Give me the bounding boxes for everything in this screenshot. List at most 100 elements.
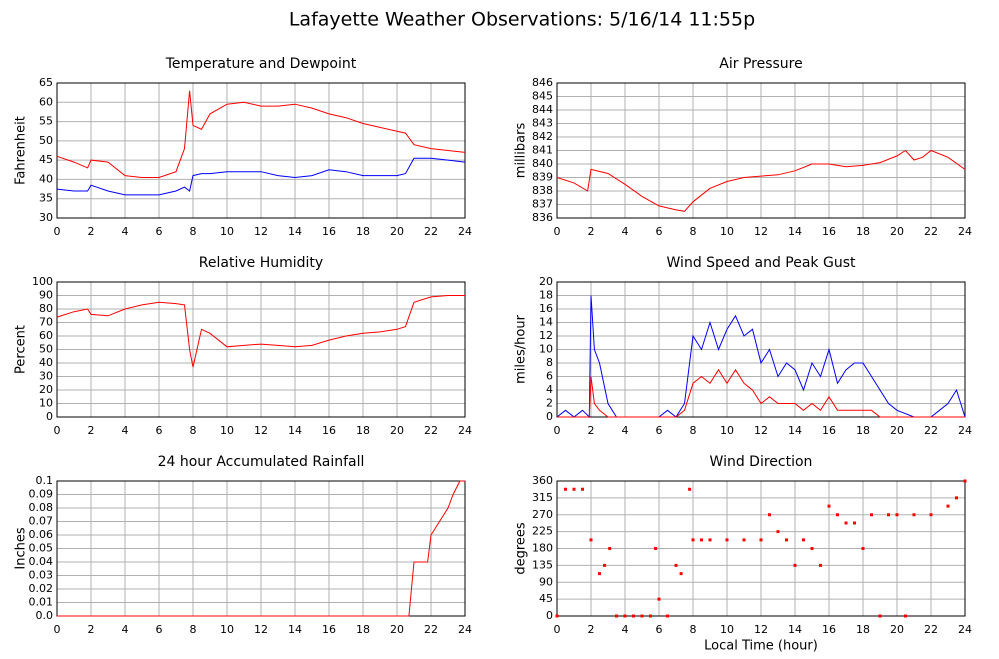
plot-frame [556,82,966,219]
x-tick-label: 16 [322,623,336,636]
y-tick-label: 0.06 [29,528,54,541]
x-tick-label: 8 [690,225,697,238]
x-tick-label: 22 [924,225,938,238]
y-tick-label: 0.09 [29,488,54,501]
data-line [56,295,465,368]
x-tick-label: 20 [890,623,904,636]
y-tick-label: 270 [532,508,553,521]
data-point [666,614,669,618]
x-tick-label: 2 [588,623,595,636]
data-point [912,513,916,517]
x-tick-label: 14 [788,424,802,437]
data-point [725,538,729,542]
x-tick-label: 20 [390,225,404,238]
data-point [878,614,882,618]
x-tick-label: 4 [622,225,629,238]
x-tick-label: 18 [856,225,870,238]
x-tick-label: 0 [554,225,561,238]
y-tick-label: 90 [539,575,553,588]
data-point [564,487,567,491]
data-point [589,538,593,542]
data-point [700,538,703,542]
x-tick-label: 18 [356,623,370,636]
x-tick-label: 12 [754,623,768,636]
x-tick-label: 22 [924,424,938,437]
data-point [708,538,712,542]
x-tick-label: 0 [54,623,61,636]
y-tick-label: 100 [32,275,53,288]
data-point [793,563,797,567]
y-tick-label: 838 [532,184,553,197]
x-tick-label: 8 [690,623,697,636]
y-tick-label: 225 [532,525,553,538]
x-tick-label: 12 [254,623,268,636]
chart-title: Relative Humidity [199,255,323,271]
chart-title: 24 hour Accumulated Rainfall [158,454,365,470]
data-point [654,547,658,550]
y-axis-label: miles/hour [514,314,529,383]
x-tick-label: 22 [924,623,938,636]
data-point [802,538,805,542]
x-tick-label: 20 [390,424,404,437]
data-point [776,530,780,534]
y-tick-label: 846 [532,76,553,89]
data-point [640,614,644,618]
y-tick-label: 35 [39,192,53,205]
x-tick-label: 24 [958,424,972,437]
y-tick-label: 0.0 [36,609,54,622]
y-tick-label: 12 [539,329,553,342]
data-point [819,563,822,567]
x-tick-label: 6 [656,424,663,437]
data-line [556,295,966,419]
x-tick-label: 14 [788,225,802,238]
x-tick-label: 6 [156,623,163,636]
y-tick-label: 0.04 [29,555,54,568]
data-point [861,547,865,550]
y-axis-label: Percent [14,325,29,374]
x-tick-label: 6 [656,225,663,238]
x-tick-label: 22 [424,623,438,636]
x-tick-label: 0 [554,424,561,437]
data-point [844,521,848,525]
x-tick-label: 4 [122,623,129,636]
data-point [742,538,746,542]
data-point [955,496,958,500]
x-tick-label: 16 [822,623,836,636]
x-tick-label: 20 [890,225,904,238]
x-tick-label: 10 [220,225,234,238]
y-tick-label: 0.03 [29,569,54,582]
data-line [556,149,966,212]
data-line [57,480,465,617]
x-tick-label: 8 [190,225,197,238]
x-tick-label: 0 [54,225,61,238]
y-tick-label: 2 [546,397,553,410]
chart-title: Air Pressure [719,56,802,72]
data-point [887,513,890,517]
x-tick-label: 18 [856,424,870,437]
y-tick-label: 0 [46,410,53,423]
y-tick-label: 841 [532,144,553,157]
x-tick-label: 6 [156,225,163,238]
x-tick-label: 10 [720,623,734,636]
y-tick-label: 4 [546,383,553,396]
data-point [603,563,607,567]
y-tick-label: 90 [39,289,53,302]
data-line [56,90,466,178]
x-tick-label: 10 [220,623,234,636]
x-tick-label: 22 [424,424,438,437]
data-point [623,614,627,618]
x-tick-label: 14 [288,225,302,238]
data-point [759,538,763,542]
x-tick-label: 2 [88,225,95,238]
y-tick-label: 837 [532,198,553,211]
data-point [608,547,612,550]
x-tick-label: 4 [622,623,629,636]
data-point [895,513,899,517]
y-tick-label: 50 [39,343,53,356]
x-tick-label: 8 [190,623,197,636]
x-tick-label: 16 [322,225,336,238]
data-point [904,614,907,618]
y-tick-label: 0 [546,410,553,423]
